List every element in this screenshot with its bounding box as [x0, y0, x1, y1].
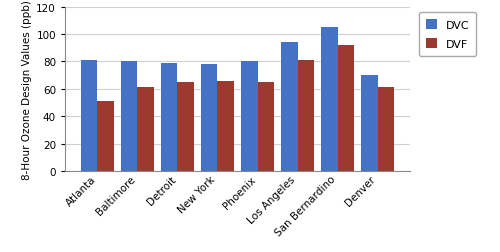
Bar: [218, 81, 234, 171]
Bar: [178, 83, 194, 171]
Bar: [360, 76, 378, 171]
Bar: [200, 65, 218, 171]
Bar: [80, 61, 98, 171]
Bar: [378, 88, 394, 171]
Bar: [280, 43, 297, 171]
Bar: [240, 62, 258, 171]
Bar: [320, 28, 338, 171]
Y-axis label: 8-Hour Ozone Design Values (ppb): 8-Hour Ozone Design Values (ppb): [22, 0, 32, 179]
Bar: [258, 83, 274, 171]
Legend: DVC, DVF: DVC, DVF: [419, 13, 476, 57]
Bar: [338, 46, 354, 171]
Bar: [120, 62, 138, 171]
Bar: [98, 102, 114, 171]
Bar: [138, 88, 154, 171]
Bar: [160, 64, 178, 171]
Bar: [298, 61, 314, 171]
